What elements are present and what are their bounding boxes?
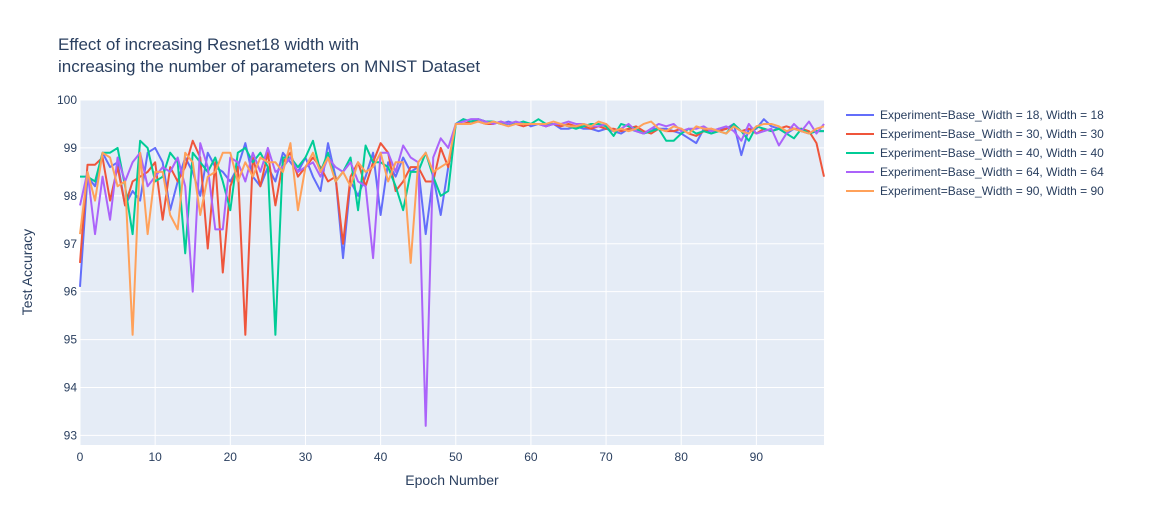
chart-title-line2: increasing the number of parameters on M… <box>58 57 480 76</box>
series-line-5 <box>79 120 825 336</box>
y-tick-label: 100 <box>57 93 77 107</box>
series-line-3 <box>80 118 824 336</box>
x-tick-label: 0 <box>77 450 84 464</box>
y-tick-label: 94 <box>64 381 78 395</box>
legend-label: Experiment=Base_Width = 18, Width = 18 <box>880 108 1104 122</box>
legend: Experiment=Base_Width = 18, Width = 18 Ex… <box>846 108 1104 198</box>
y-tick-label: 98 <box>64 189 78 203</box>
y-tick-label: 95 <box>64 333 78 347</box>
legend-label: Experiment=Base_Width = 64, Width = 64 <box>880 165 1104 179</box>
y-tick-label: 93 <box>64 428 78 442</box>
y-axis-ticks: 93 94 95 96 97 98 99 100 <box>57 93 77 442</box>
x-tick-label: 90 <box>750 450 764 464</box>
x-tick-label: 60 <box>524 450 538 464</box>
x-tick-label: 80 <box>675 450 689 464</box>
series-lines <box>79 118 825 427</box>
legend-label: Experiment=Base_Width = 40, Width = 40 <box>880 146 1104 160</box>
x-axis-ticks: 0 10 20 30 40 50 60 70 80 90 <box>77 450 764 464</box>
y-tick-label: 97 <box>64 237 78 251</box>
y-axis-title: Test Accuracy <box>19 229 35 315</box>
x-axis-title: Epoch Number <box>405 472 499 488</box>
y-tick-label: 99 <box>64 141 78 155</box>
x-tick-label: 30 <box>299 450 313 464</box>
legend-label: Experiment=Base_Width = 90, Width = 90 <box>880 184 1104 198</box>
x-tick-label: 40 <box>374 450 388 464</box>
y-tick-label: 96 <box>64 285 78 299</box>
x-tick-label: 70 <box>599 450 613 464</box>
x-tick-label: 20 <box>224 450 238 464</box>
x-tick-label: 50 <box>449 450 463 464</box>
x-tick-label: 10 <box>148 450 162 464</box>
legend-label: Experiment=Base_Width = 30, Width = 30 <box>880 127 1104 141</box>
chart-title-line1: Effect of increasing Resnet18 width with <box>58 35 359 54</box>
